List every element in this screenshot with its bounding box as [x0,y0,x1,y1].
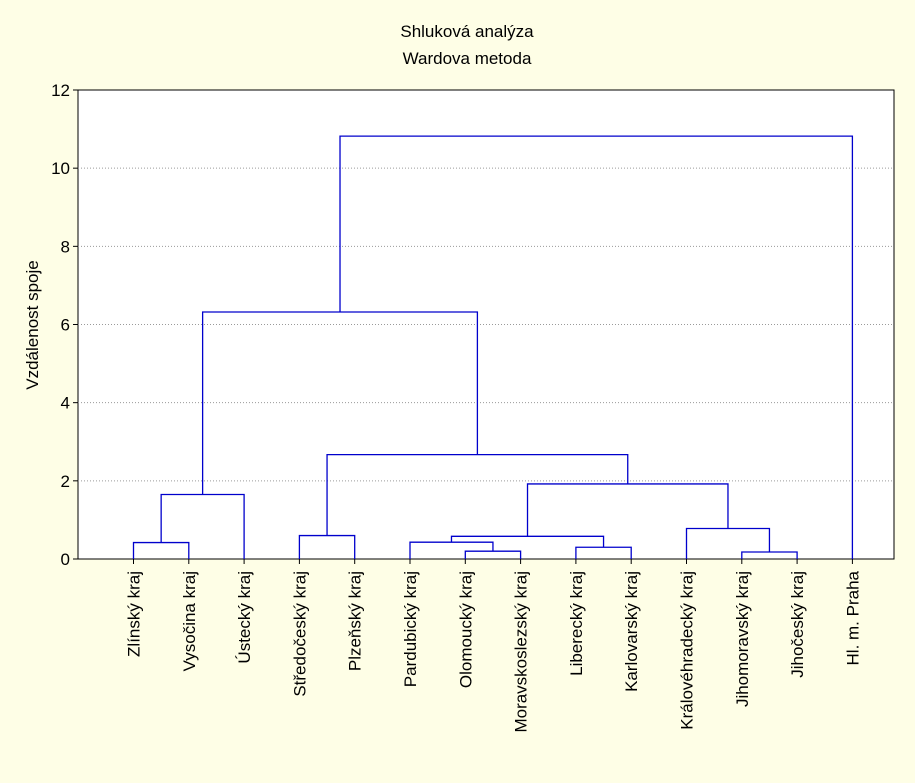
leaf-label: Pardubický kraj [401,571,420,687]
y-tick-label: 10 [51,159,70,178]
leaf-label: Jihomoravský kraj [733,571,752,707]
grid-lines [78,167,894,482]
leaf-label: Karlovarský kraj [622,571,641,692]
leaf-label: Vysočina kraj [180,571,199,671]
dendrogram-link [339,135,854,559]
leaf-label: Olomoucký kraj [456,571,475,688]
chart-subtitle: Wardova metoda [403,49,532,68]
y-tick-label: 0 [61,550,70,569]
dendrogram-link [160,493,245,559]
y-axis-label: Vzdálenost spoje [23,260,42,389]
leaf-label: Středočeský kraj [290,571,309,697]
y-axis-ticks: 0 2 4 6 8 10 12 [51,81,78,569]
leaf-label: Ústecký kraj [235,571,254,664]
leaf-label: Královéhradecký kraj [678,571,697,730]
y-tick-label: 8 [61,237,70,256]
leaf-label: Hl. m. Praha [843,570,862,665]
y-tick-label: 4 [61,394,70,413]
chart-title: Shluková analýza [400,22,534,41]
y-tick-label: 2 [61,472,70,491]
leaf-label: Zlínský kraj [125,571,144,657]
y-tick-label: 6 [61,316,70,335]
y-tick-label: 12 [51,81,70,100]
dendrogram-links [132,135,854,559]
leaf-label: Jihočeský kraj [788,571,807,678]
leaf-labels: Zlínský kraj Vysočina kraj Ústecký kraj Stř… [125,559,862,733]
leaf-label: Plzeňský kraj [346,571,365,671]
leaf-label: Liberecký kraj [567,571,586,676]
leaf-label: Moravskoslezský kraj [512,571,531,733]
dendrogram-link [450,535,605,548]
